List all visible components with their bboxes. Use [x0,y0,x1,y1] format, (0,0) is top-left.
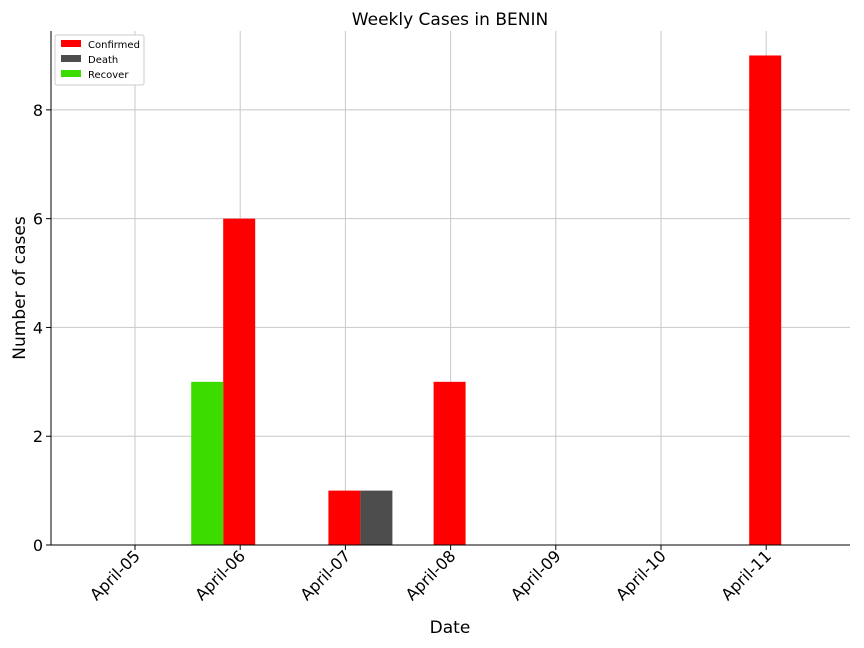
y-axis-label: Number of cases [10,216,30,360]
x-tick-label: April-06 [191,546,249,604]
legend-swatch-recover [61,70,81,77]
x-tick-label: April-05 [86,546,144,604]
legend: Confirmed Death Recover [54,34,145,86]
y-tick-label: 2 [33,427,43,446]
legend-label-death: Death [88,55,118,66]
x-tick-label: April-08 [402,546,460,604]
bar-confirmed [223,218,256,545]
bars [191,55,782,545]
bar-recover [191,381,224,545]
x-axis-label: Date [430,618,471,638]
legend-swatch-death [61,55,81,62]
bar-confirmed [433,381,466,545]
y-tick-label: 4 [33,318,43,337]
y-ticks: 0 2 4 6 8 [33,101,51,555]
x-tick-label: April-07 [296,546,354,604]
chart-title: Weekly Cases in BENIN [352,10,548,30]
legend-label-recover: Recover [88,70,129,81]
bar-death [360,490,393,545]
x-tick-label: April-11 [717,546,775,604]
legend-swatch-confirmed [61,40,81,47]
x-ticks: April-05 April-06 April-07 April-08 April-09… [86,545,775,604]
x-tick-label: April-09 [507,546,565,604]
y-tick-label: 0 [33,536,43,555]
bar-confirmed [328,490,361,545]
bar-confirmed [749,55,782,545]
y-tick-label: 6 [33,210,43,229]
x-tick-label: April-10 [612,546,670,604]
legend-label-confirmed: Confirmed [88,40,140,51]
y-tick-label: 8 [33,101,43,120]
